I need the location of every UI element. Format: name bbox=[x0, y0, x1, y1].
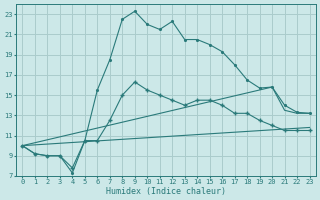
X-axis label: Humidex (Indice chaleur): Humidex (Indice chaleur) bbox=[106, 187, 226, 196]
